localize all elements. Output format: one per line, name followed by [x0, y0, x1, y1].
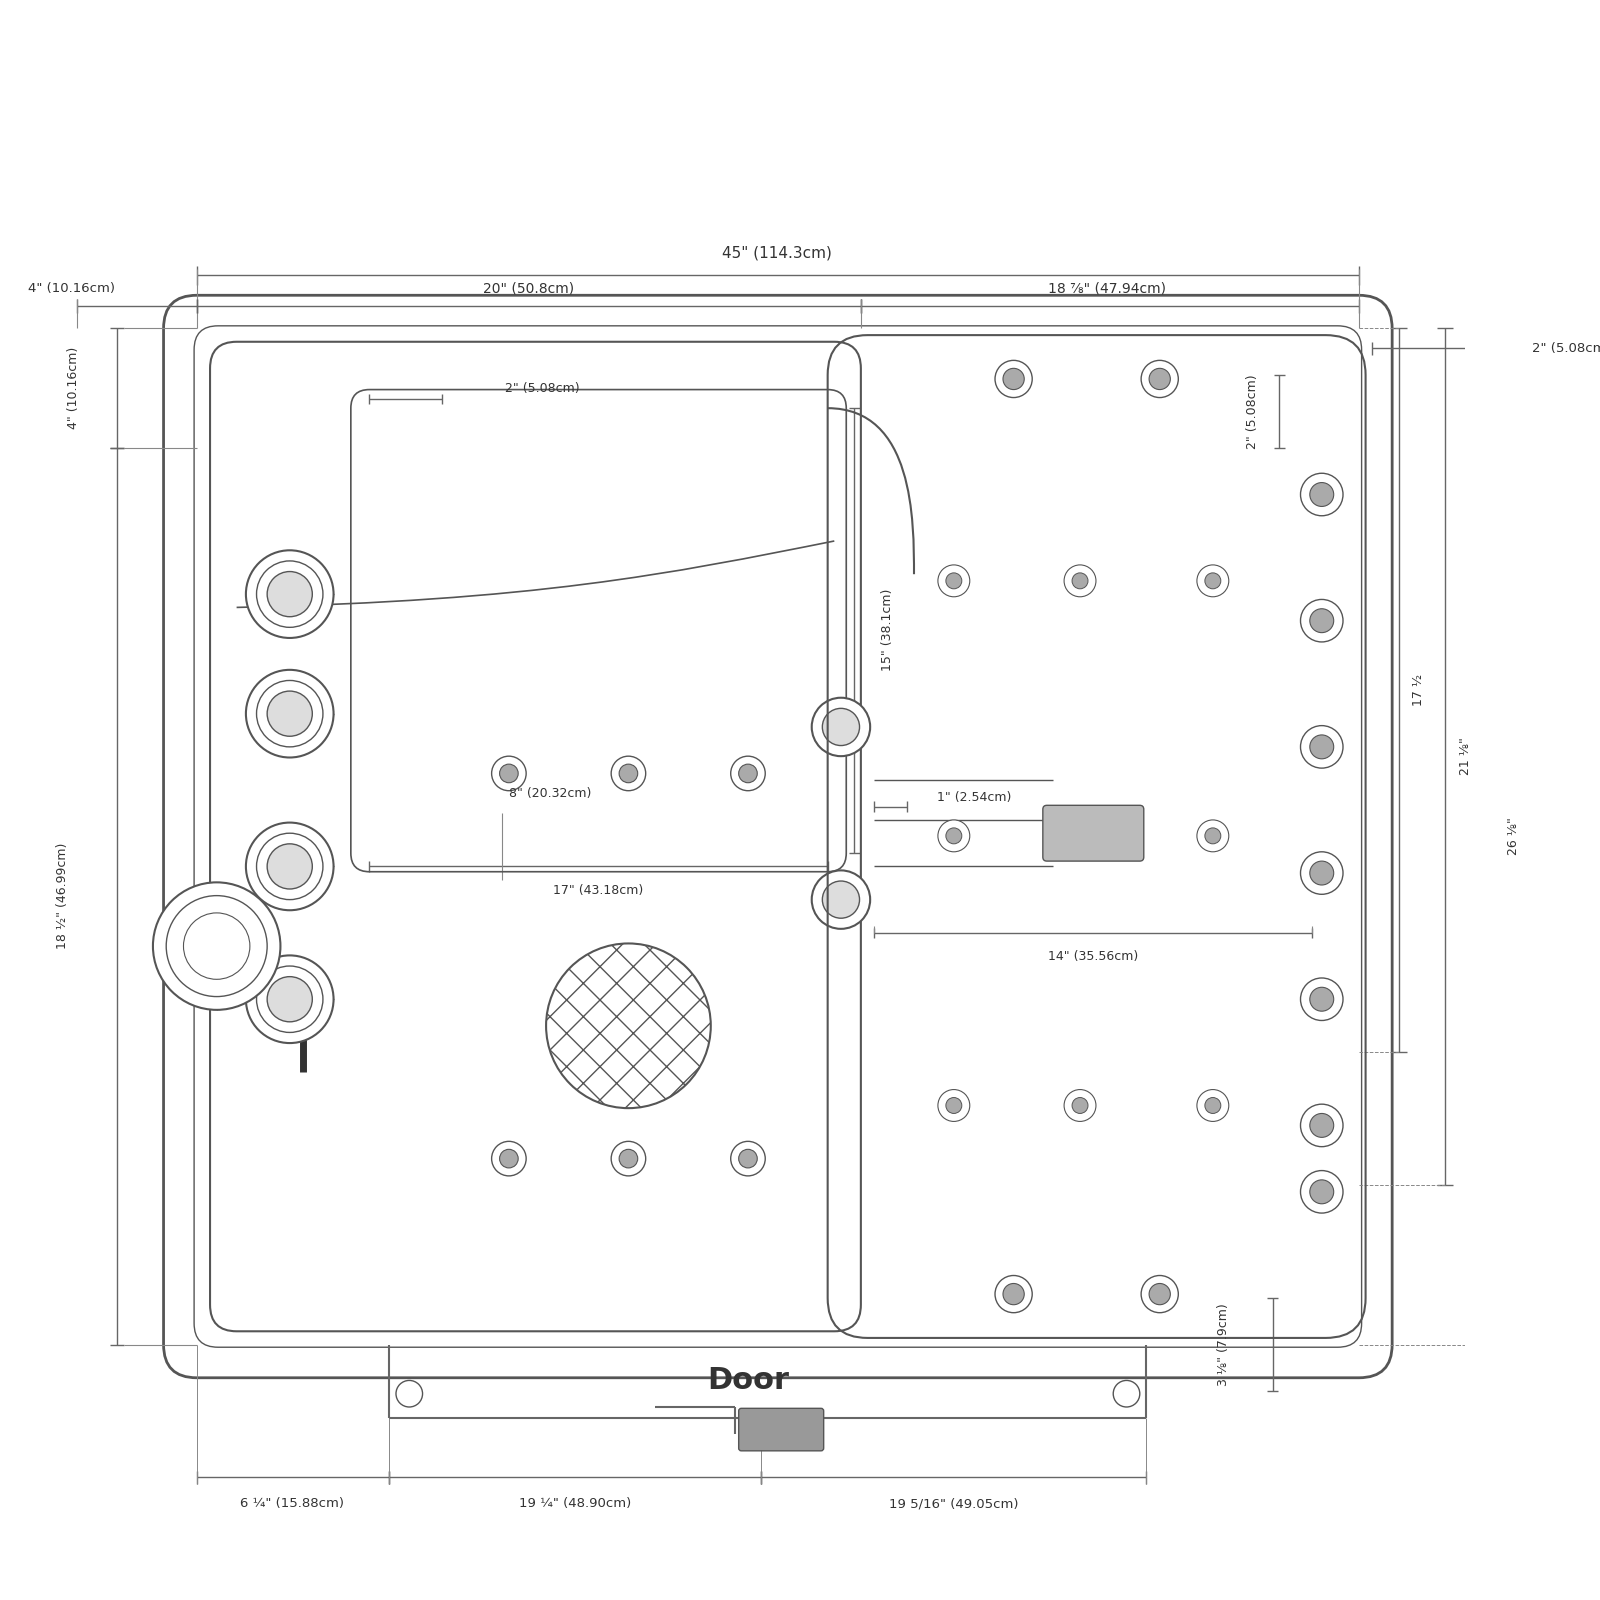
Circle shape [1301, 978, 1342, 1021]
Circle shape [256, 562, 323, 627]
Circle shape [1072, 1098, 1088, 1114]
Circle shape [1064, 1090, 1096, 1122]
Circle shape [811, 698, 870, 757]
Circle shape [946, 1098, 962, 1114]
Circle shape [1064, 565, 1096, 597]
Circle shape [1003, 368, 1024, 389]
Text: 26 ⅛": 26 ⅛" [1507, 818, 1520, 854]
Circle shape [154, 882, 280, 1010]
Circle shape [1310, 1179, 1334, 1203]
Circle shape [256, 834, 323, 899]
Circle shape [1301, 1171, 1342, 1213]
Circle shape [1197, 819, 1229, 851]
Text: 3 ⅛" (7.9cm): 3 ⅛" (7.9cm) [1218, 1302, 1230, 1386]
Circle shape [619, 1149, 638, 1168]
Circle shape [811, 870, 870, 930]
Circle shape [1141, 360, 1178, 397]
Circle shape [1205, 573, 1221, 589]
Circle shape [499, 765, 518, 782]
Circle shape [546, 944, 710, 1109]
Circle shape [731, 1141, 765, 1176]
Circle shape [166, 896, 267, 997]
Circle shape [246, 822, 333, 910]
Circle shape [739, 1149, 757, 1168]
Text: 2" (5.08cm): 2" (5.08cm) [1246, 374, 1259, 450]
Circle shape [1064, 819, 1096, 851]
Circle shape [739, 765, 757, 782]
Text: 18 ½" (46.99cm): 18 ½" (46.99cm) [56, 843, 69, 949]
Circle shape [491, 757, 526, 790]
Text: 19 5/16" (49.05cm): 19 5/16" (49.05cm) [890, 1498, 1019, 1510]
Text: 19 ¼" (48.90cm): 19 ¼" (48.90cm) [518, 1498, 632, 1510]
Circle shape [1310, 987, 1334, 1011]
Circle shape [246, 550, 333, 638]
Circle shape [499, 1149, 518, 1168]
Circle shape [1301, 474, 1342, 515]
Circle shape [1205, 1098, 1221, 1114]
Circle shape [731, 757, 765, 790]
Circle shape [1310, 861, 1334, 885]
Circle shape [938, 1090, 970, 1122]
Circle shape [267, 691, 312, 736]
Circle shape [1310, 483, 1334, 507]
Text: 15" (38.1cm): 15" (38.1cm) [882, 589, 894, 670]
Text: 1" (2.54cm): 1" (2.54cm) [936, 790, 1011, 803]
FancyBboxPatch shape [163, 296, 1392, 1378]
Circle shape [1301, 851, 1342, 894]
Text: 14" (35.56cm): 14" (35.56cm) [1048, 950, 1139, 963]
Circle shape [1114, 1381, 1139, 1406]
Text: Door: Door [707, 1366, 789, 1395]
Text: 18 ⅞" (47.94cm): 18 ⅞" (47.94cm) [1048, 282, 1165, 296]
Circle shape [822, 882, 859, 918]
Circle shape [946, 827, 962, 843]
Circle shape [267, 976, 312, 1022]
Text: 6 ¼" (15.88cm): 6 ¼" (15.88cm) [240, 1498, 344, 1510]
Circle shape [995, 360, 1032, 397]
Circle shape [1197, 565, 1229, 597]
Text: 20" (50.8cm): 20" (50.8cm) [483, 282, 574, 296]
Circle shape [938, 819, 970, 851]
Circle shape [1310, 1114, 1334, 1138]
Circle shape [1003, 1283, 1024, 1304]
Text: 4" (10.16cm): 4" (10.16cm) [67, 347, 80, 429]
Text: 17" (43.18cm): 17" (43.18cm) [552, 883, 643, 898]
Text: 17 ½: 17 ½ [1413, 674, 1426, 706]
Circle shape [1197, 1090, 1229, 1122]
Text: 2" (5.08cm): 2" (5.08cm) [504, 382, 579, 395]
Text: 45" (114.3cm): 45" (114.3cm) [722, 245, 832, 261]
Circle shape [267, 571, 312, 616]
Circle shape [1072, 827, 1088, 843]
Circle shape [1301, 1104, 1342, 1147]
Circle shape [1149, 368, 1170, 389]
Circle shape [246, 955, 333, 1043]
Circle shape [1072, 573, 1088, 589]
Circle shape [619, 765, 638, 782]
Circle shape [946, 573, 962, 589]
FancyBboxPatch shape [739, 1408, 824, 1451]
Circle shape [1310, 608, 1334, 632]
Circle shape [611, 1141, 646, 1176]
Circle shape [938, 565, 970, 597]
Text: 8" (20.32cm): 8" (20.32cm) [509, 787, 592, 800]
Circle shape [1310, 734, 1334, 758]
Circle shape [822, 709, 859, 746]
Circle shape [1205, 827, 1221, 843]
Circle shape [1149, 1283, 1170, 1304]
Text: 21 ⅛": 21 ⅛" [1459, 738, 1472, 774]
Circle shape [1301, 726, 1342, 768]
Circle shape [1301, 600, 1342, 642]
Circle shape [995, 1275, 1032, 1312]
Circle shape [1141, 1275, 1178, 1312]
Circle shape [246, 670, 333, 757]
FancyBboxPatch shape [1043, 805, 1144, 861]
Circle shape [267, 843, 312, 890]
Circle shape [611, 757, 646, 790]
Text: 2" (5.08cm): 2" (5.08cm) [1531, 342, 1600, 355]
Circle shape [395, 1381, 422, 1406]
Circle shape [491, 1141, 526, 1176]
Text: 4" (10.16cm): 4" (10.16cm) [29, 282, 115, 294]
Circle shape [256, 966, 323, 1032]
Circle shape [256, 680, 323, 747]
